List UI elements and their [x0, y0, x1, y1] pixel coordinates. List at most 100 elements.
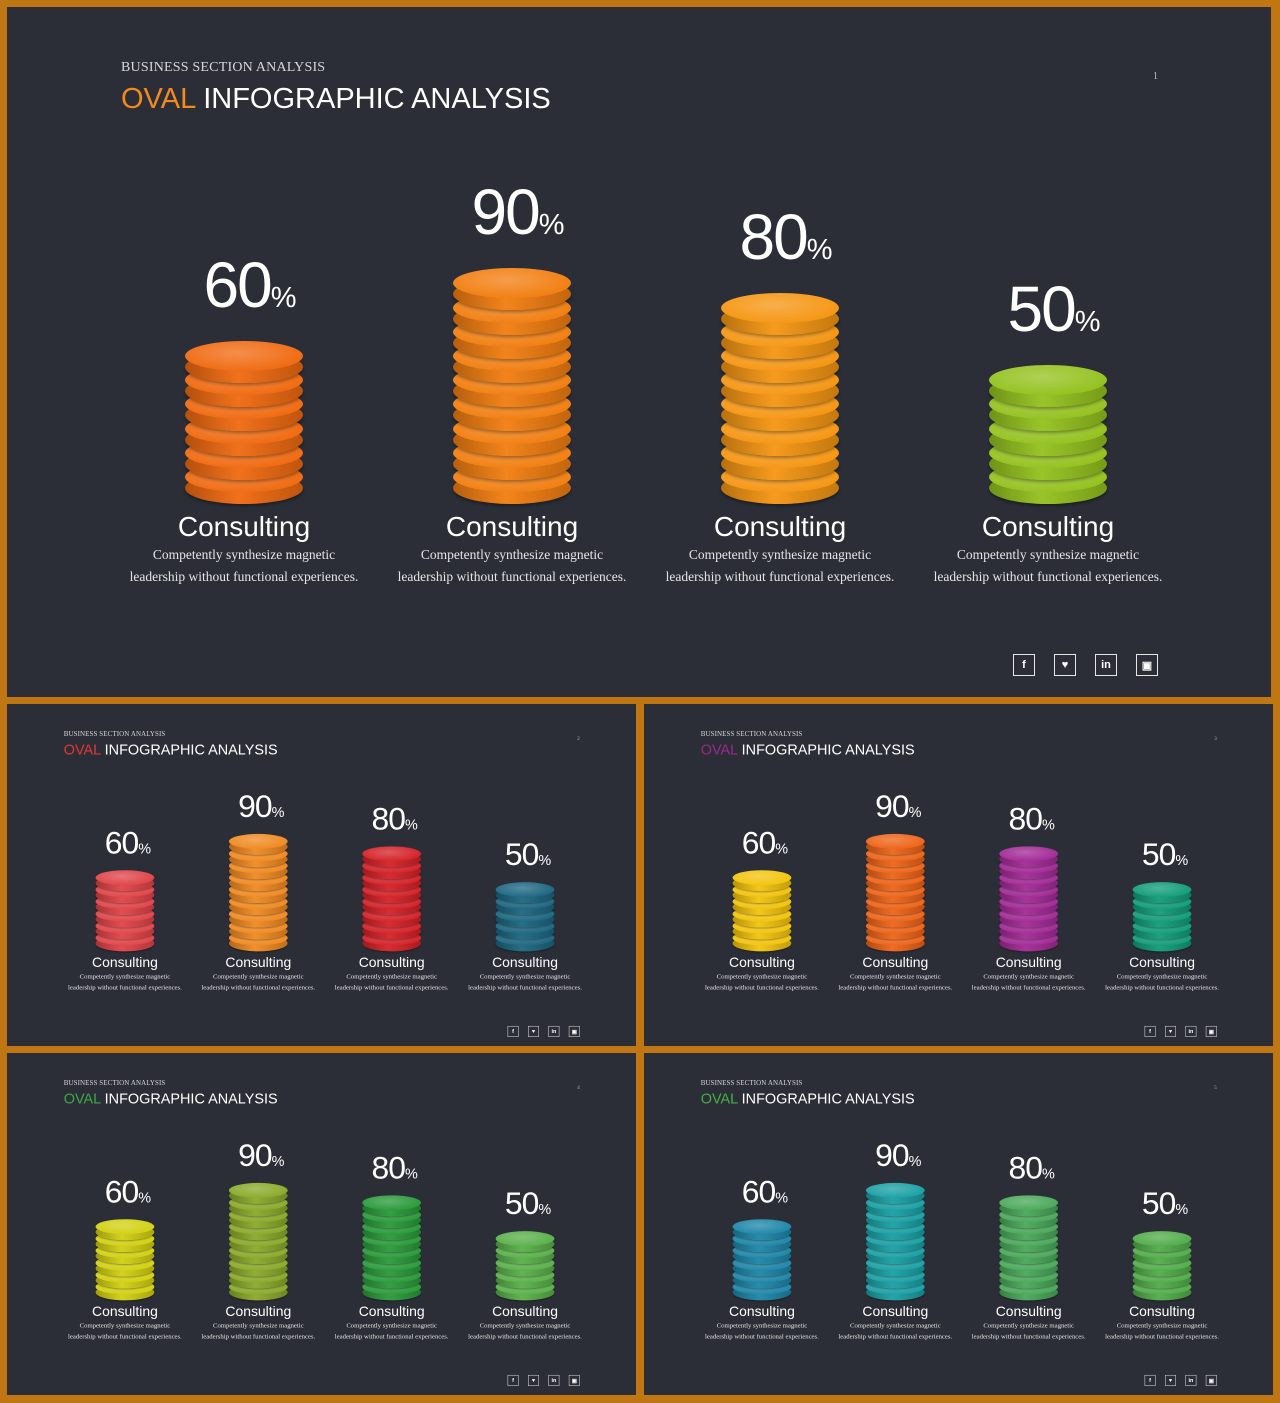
percent-value: 80: [371, 800, 406, 837]
description-line: Competently synthesize magnetic: [479, 1321, 571, 1330]
category-description: Competently synthesize magnetic leadershi…: [833, 1320, 957, 1342]
disk-stack: [999, 846, 1059, 952]
category-description: Competently synthesize magnetic leadershi…: [63, 971, 187, 993]
slide-title: OVAL INFOGRAPHIC ANALYSIS: [121, 83, 551, 116]
slide-2: BUSINESS SECTION ANALYSIS OVAL INFOGRAPHI…: [7, 704, 636, 1046]
twitter-icon[interactable]: ♥: [1165, 1025, 1176, 1037]
twitter-icon[interactable]: ♥: [1165, 1374, 1176, 1386]
slide-kicker: BUSINESS SECTION ANALYSIS: [63, 1079, 166, 1087]
percent-label: 80%: [372, 1151, 418, 1183]
category-description: Competently synthesize magnetic leadershi…: [833, 971, 957, 993]
disk-stack: [495, 1231, 555, 1301]
percent-value: 60: [203, 249, 273, 321]
description-line: leadership without functional experience…: [933, 569, 1163, 584]
category-label: Consulting: [981, 511, 1115, 542]
percent-unit: %: [775, 1189, 789, 1206]
disk-stack: [989, 365, 1107, 504]
percent-unit: %: [270, 282, 297, 314]
instagram-icon[interactable]: ▣: [1205, 1374, 1217, 1386]
stack-disk: [495, 1231, 555, 1253]
facebook-icon[interactable]: f: [1144, 1374, 1156, 1386]
percent-unit: %: [1041, 816, 1055, 833]
percent-value: 80: [371, 1149, 406, 1186]
linkedin-icon[interactable]: in: [1185, 1374, 1197, 1386]
percent-label: 50%: [505, 1187, 551, 1219]
title-rest: INFOGRAPHIC ANALYSIS: [737, 741, 915, 758]
category-label: Consulting: [995, 1303, 1062, 1320]
disk-stack: [95, 870, 155, 952]
category-label: Consulting: [358, 1303, 425, 1320]
percent-unit: %: [271, 804, 285, 821]
description-line: Competently synthesize magnetic: [716, 972, 808, 981]
percent-value: 90: [238, 788, 272, 825]
page-number: 1: [1153, 71, 1158, 82]
category-description: Competently synthesize magnetic leadershi…: [329, 1320, 453, 1342]
linkedin-icon[interactable]: in: [548, 1374, 560, 1386]
percent-label: 90%: [238, 1139, 284, 1171]
stack-disk: [95, 870, 155, 892]
facebook-icon[interactable]: f: [1144, 1025, 1156, 1037]
percent-unit: %: [1175, 852, 1189, 869]
percent-label: 90%: [875, 1139, 921, 1171]
description-line: leadership without functional experience…: [705, 983, 819, 992]
stack-disk: [362, 846, 422, 868]
category-label: Consulting: [492, 1303, 558, 1320]
percent-unit: %: [806, 233, 833, 266]
stack-disk: [228, 834, 288, 855]
percent-label: 50%: [1142, 838, 1188, 870]
stack-disk: [732, 1219, 792, 1241]
description-line: Competently synthesize magnetic: [212, 972, 304, 981]
linkedin-icon[interactable]: in: [548, 1025, 560, 1037]
page-number: 4: [577, 1084, 580, 1091]
percent-unit: %: [1074, 306, 1101, 339]
percent-value: 50: [504, 1185, 539, 1222]
linkedin-icon[interactable]: in: [1095, 654, 1117, 676]
percent-value: 90: [875, 788, 909, 825]
percent-unit: %: [538, 852, 552, 869]
instagram-icon[interactable]: ▣: [568, 1374, 580, 1386]
twitter-icon[interactable]: ♥: [528, 1025, 539, 1037]
stack-disk: [999, 846, 1059, 868]
category-label: Consulting: [92, 1303, 158, 1320]
category-label: Consulting: [92, 954, 158, 971]
category-description: Competently synthesize magnetic leadershi…: [63, 1320, 187, 1342]
category-description: Competently synthesize magnetic leadershi…: [700, 971, 824, 993]
description-line: Competently synthesize magnetic: [983, 972, 1075, 981]
description-line: Competently synthesize magnetic: [212, 1321, 304, 1330]
percent-value: 60: [104, 824, 139, 861]
category-label: Consulting: [862, 954, 929, 971]
facebook-icon[interactable]: f: [1013, 654, 1035, 676]
twitter-icon[interactable]: ♥: [528, 1374, 539, 1386]
category-description: Competently synthesize magnetic leadershi…: [655, 544, 905, 588]
facebook-icon[interactable]: f: [507, 1374, 519, 1386]
percent-unit: %: [404, 816, 418, 833]
disk-stack: [999, 1195, 1059, 1301]
description-line: leadership without functional experience…: [665, 569, 895, 584]
twitter-icon[interactable]: ♥: [1054, 654, 1076, 676]
disk-stack: [362, 1195, 422, 1301]
category-description: Competently synthesize magnetic leadershi…: [923, 544, 1173, 588]
disk-stack: [228, 834, 288, 952]
percent-value: 90: [471, 176, 541, 249]
percent-unit: %: [1175, 1201, 1189, 1218]
stack-disk: [989, 365, 1107, 408]
instagram-icon[interactable]: ▣: [568, 1025, 580, 1037]
slide-title: OVAL INFOGRAPHIC ANALYSIS: [64, 1091, 278, 1107]
slide-kicker: BUSINESS SECTION ANALYSIS: [121, 60, 326, 75]
slide-4: BUSINESS SECTION ANALYSIS OVAL INFOGRAPHI…: [7, 1053, 636, 1395]
disk-stack: [495, 882, 555, 952]
percent-label: 50%: [505, 838, 551, 870]
percent-label: 50%: [1008, 277, 1101, 341]
page-number: 3: [1214, 735, 1217, 742]
title-accent: OVAL: [121, 83, 196, 115]
instagram-icon[interactable]: ▣: [1136, 654, 1158, 676]
facebook-icon[interactable]: f: [507, 1025, 519, 1037]
slide-1: BUSINESS SECTION ANALYSIS OVAL INFOGRAPHI…: [7, 7, 1271, 697]
instagram-icon[interactable]: ▣: [1205, 1025, 1217, 1037]
linkedin-icon[interactable]: in: [1185, 1025, 1197, 1037]
percent-label: 60%: [105, 1175, 151, 1207]
stack-disk: [95, 1219, 155, 1241]
percent-value: 60: [741, 824, 776, 861]
description-line: leadership without functional experience…: [68, 983, 182, 992]
disk-stack: [732, 870, 792, 952]
